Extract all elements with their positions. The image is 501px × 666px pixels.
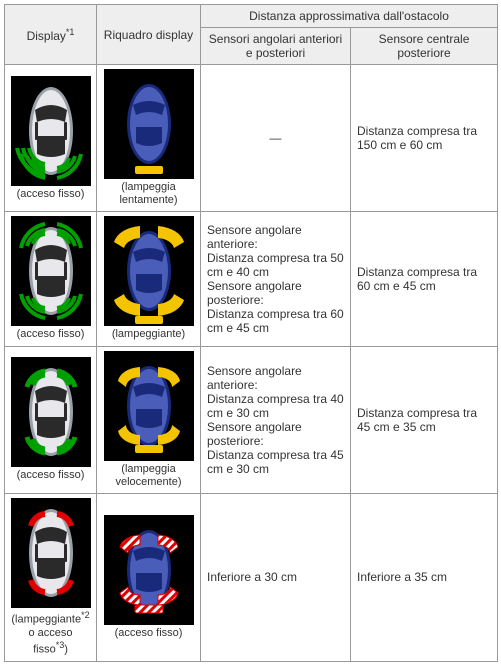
table-row: (acceso fisso) (lampeggia lentamente) — …	[5, 65, 498, 212]
center-distance: Distanza compresa tra 150 cm e 60 cm	[351, 65, 498, 212]
center-distance: Distanza compresa tra 45 cm e 35 cm	[351, 346, 498, 493]
header-panel: Riquadro display	[97, 5, 201, 65]
caption-steady: (acceso fisso)	[17, 328, 85, 341]
panel-icon	[104, 351, 194, 461]
panel-icon	[104, 69, 194, 179]
header-display: Display*1	[5, 5, 97, 65]
center-distance: Inferiore a 35 cm	[351, 493, 498, 661]
header-corner: Sensori angolari anteriori e posteriori	[201, 28, 351, 65]
caption-blink-or-steady: (lampeggiante*2 o acceso fisso*3)	[11, 610, 90, 657]
caption-slow: (lampeggia lentamente)	[103, 181, 194, 207]
corner-distance: Sensore angolare anteriore:Distanza comp…	[201, 212, 351, 346]
caption-blinking: (lampeggiante)	[112, 328, 185, 341]
table-row: (lampeggiante*2 o acceso fisso*3)	[5, 493, 498, 661]
display-icon	[11, 216, 91, 326]
sensor-distance-table: Display*1 Riquadro display Distanza appr…	[4, 4, 498, 662]
table-row: (acceso fisso)	[5, 212, 498, 346]
corner-distance: —	[201, 65, 351, 212]
caption-steady: (acceso fisso)	[17, 469, 85, 482]
panel-icon	[104, 515, 194, 625]
corner-distance: Inferiore a 30 cm	[201, 493, 351, 661]
header-group: Distanza approssimativa dall'ostacolo	[201, 5, 498, 28]
caption-fast: (lampeggia velocemente)	[103, 463, 194, 489]
display-icon	[11, 76, 91, 186]
corner-distance: Sensore angolare anteriore:Distanza comp…	[201, 346, 351, 493]
caption-steady: (acceso fisso)	[17, 188, 85, 201]
caption-steady: (acceso fisso)	[115, 627, 183, 640]
display-icon	[11, 498, 91, 608]
header-center: Sensore centrale posteriore	[351, 28, 498, 65]
table-row: (acceso fisso)	[5, 346, 498, 493]
display-icon	[11, 357, 91, 467]
center-distance: Distanza compresa tra 60 cm e 45 cm	[351, 212, 498, 346]
panel-icon	[104, 216, 194, 326]
